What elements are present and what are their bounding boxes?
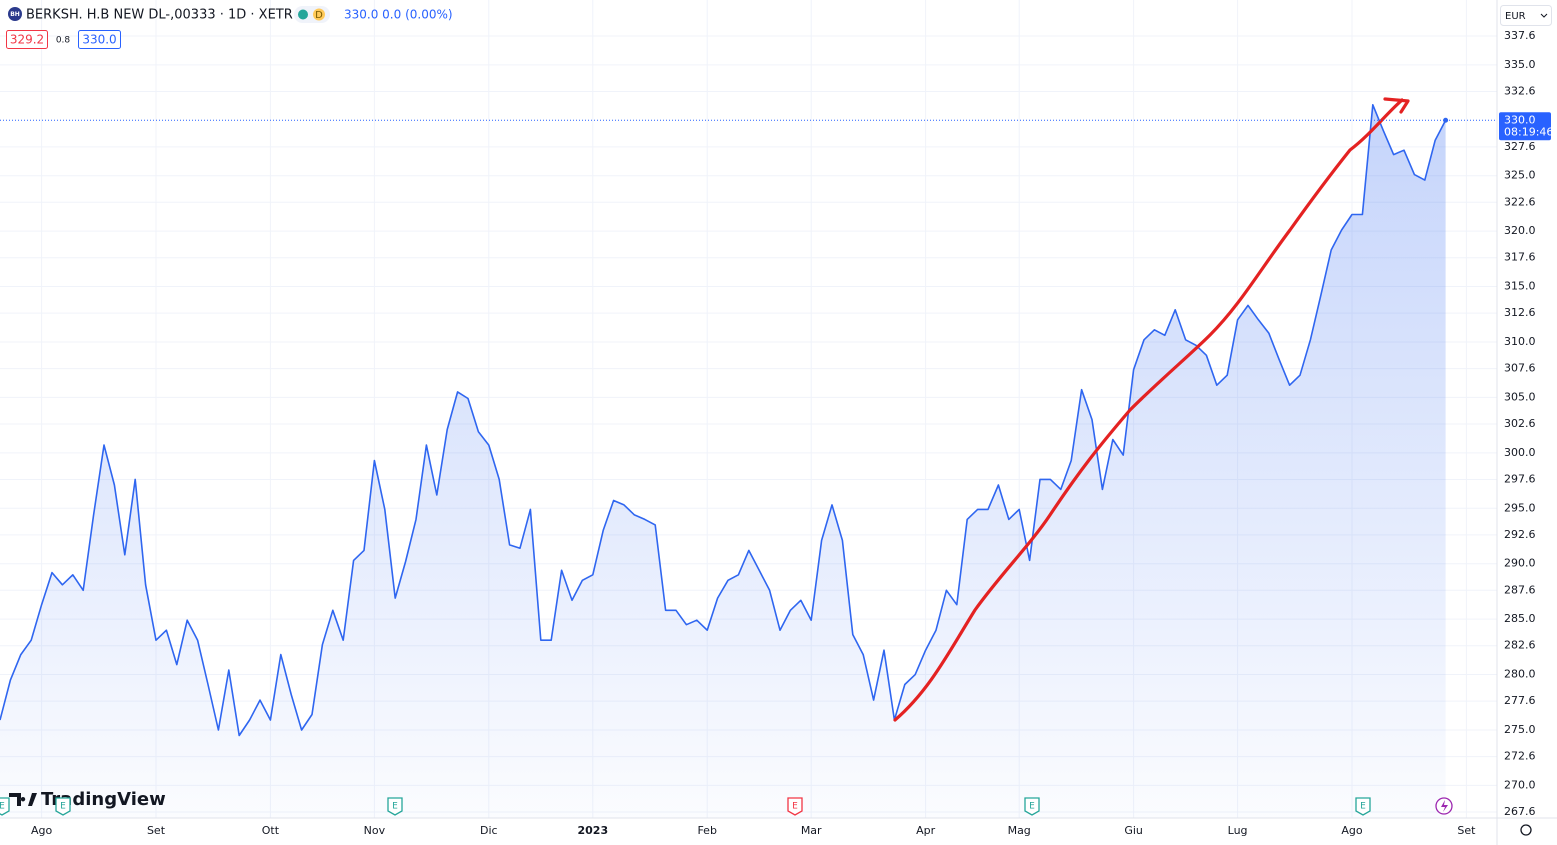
badge-text: D	[315, 10, 323, 21]
event-label: E	[0, 802, 5, 812]
y-tick-label: 302.6	[1504, 417, 1536, 430]
x-tick-label: Set	[147, 824, 166, 837]
event-label: E	[60, 802, 66, 812]
header-legend: 330.0 0.0 (0.00%)	[344, 8, 453, 22]
event-marker	[787, 797, 803, 816]
y-tick-label: 325.0	[1504, 169, 1536, 182]
x-tick-label: Lug	[1228, 824, 1248, 837]
x-tick-label: Mag	[1008, 824, 1031, 837]
x-tick-label: Apr	[916, 824, 936, 837]
y-tick-label: 292.6	[1504, 528, 1536, 541]
badge-circle	[313, 8, 325, 21]
y-tick-label: 267.6	[1504, 805, 1536, 818]
event-label: E	[1360, 802, 1366, 812]
y-tick-label: 320.0	[1504, 224, 1536, 237]
watermark-icon	[9, 793, 37, 806]
x-tick-label: Dic	[480, 824, 498, 837]
price-line	[0, 104, 1447, 737]
y-tick-label: 277.6	[1504, 694, 1536, 707]
y-tick-label: 297.6	[1504, 472, 1536, 485]
y-tick-label: 295.0	[1504, 501, 1536, 514]
logo	[8, 7, 22, 21]
y-tick-label: 275.0	[1504, 723, 1536, 736]
x-tick-label: Ago	[31, 824, 53, 837]
y-tick-label: 300.0	[1504, 446, 1536, 459]
currency: EUR	[1505, 11, 1526, 22]
settings-icon[interactable]	[1520, 824, 1532, 836]
ask-box[interactable]	[78, 30, 121, 49]
x-tick-label: Ago	[1341, 824, 1363, 837]
event-marker	[1024, 797, 1040, 816]
bid: 329.2	[10, 33, 44, 47]
y-tick-label: 332.6	[1504, 84, 1536, 97]
logo-text: BH	[10, 11, 20, 18]
y-tick-label: 317.6	[1504, 251, 1536, 264]
currency-button[interactable]	[1500, 5, 1552, 26]
plot	[0, 104, 1449, 819]
trend-arrow	[893, 97, 1410, 722]
countdown: 08:19:46	[1504, 125, 1553, 138]
badge-dot	[298, 9, 308, 20]
area-fill	[0, 104, 1446, 819]
y-tick-label: 307.6	[1504, 362, 1536, 375]
y-tick-label: 337.6	[1504, 29, 1536, 42]
watermark: TradingView	[41, 789, 166, 810]
x-tick-label: Mar	[801, 824, 822, 837]
event-marker	[387, 797, 403, 816]
dividend-bolt	[1441, 800, 1448, 812]
y-tick-label: 290.0	[1504, 557, 1536, 570]
y-tick-label: 272.6	[1504, 750, 1536, 763]
y-tick-label: 310.0	[1504, 335, 1536, 348]
y-tick-label: 335.0	[1504, 58, 1536, 71]
y-tick-label: 270.0	[1504, 778, 1536, 791]
spread: 0.8	[56, 36, 71, 46]
x-tick-label: 2023	[577, 824, 608, 837]
price-label-box	[1499, 112, 1551, 141]
event-marker	[0, 797, 10, 816]
y-tick-label: 280.0	[1504, 668, 1536, 681]
event-marker	[55, 797, 71, 816]
event-label: E	[392, 802, 398, 812]
event-label: E	[792, 802, 798, 812]
y-tick-label: 322.6	[1504, 195, 1536, 208]
currency-caret	[1540, 13, 1548, 18]
price-label: 330.0	[1504, 113, 1536, 126]
event-label: E	[1029, 802, 1035, 812]
bid-box[interactable]	[6, 30, 48, 49]
x-tick-label: Nov	[364, 824, 386, 837]
ask: 330.0	[82, 33, 116, 47]
symbol-title: BERKSH. H.B NEW DL-,00333 · 1D · XETR	[26, 8, 293, 23]
y-tick-label: 305.0	[1504, 390, 1536, 403]
y-tick-label: 287.6	[1504, 583, 1536, 596]
x-tick-label: Giu	[1124, 824, 1143, 837]
x-tick-label: Set	[1457, 824, 1476, 837]
event-marker	[1355, 797, 1371, 816]
y-tick-label: 315.0	[1504, 280, 1536, 293]
last-point	[1443, 117, 1449, 123]
x-tick-label: Feb	[697, 824, 716, 837]
y-tick-label: 285.0	[1504, 612, 1536, 625]
y-tick-label: 282.6	[1504, 639, 1536, 652]
y-tick-label: 327.6	[1504, 140, 1536, 153]
x-tick-label: Ott	[262, 824, 280, 837]
y-tick-label: 312.6	[1504, 306, 1536, 319]
